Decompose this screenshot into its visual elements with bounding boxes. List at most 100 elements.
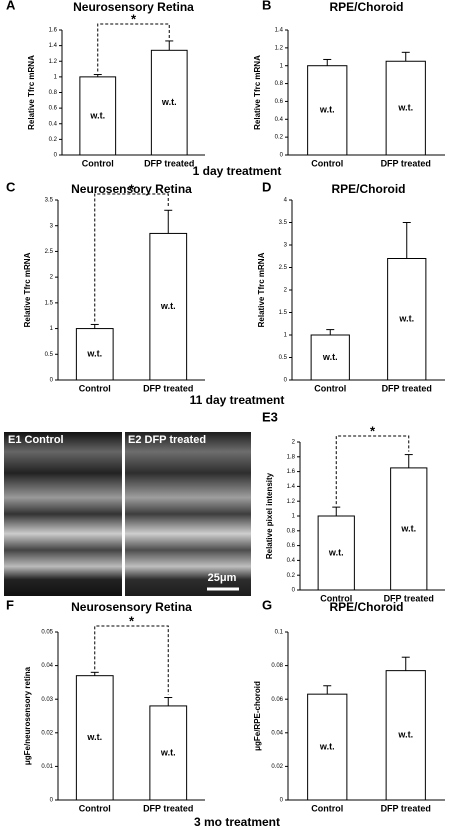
y-tick-label: 0.02 xyxy=(41,730,53,736)
chart-title: Neurosensory Retina xyxy=(73,0,194,14)
bar-label: w.t. xyxy=(86,349,102,359)
y-tick-label: 0 xyxy=(280,153,284,159)
y-tick-label: 0.5 xyxy=(279,355,288,361)
y-tick-label: 0.6 xyxy=(49,106,58,112)
bar xyxy=(79,76,117,156)
y-tick-label: 0.5 xyxy=(45,352,54,358)
x-tick-label: Control xyxy=(320,593,352,603)
y-tick-label: 1.2 xyxy=(49,59,58,65)
y-tick-label: 3 xyxy=(284,243,288,249)
x-tick-label: DFP treated xyxy=(381,158,431,168)
significance-bracket xyxy=(94,193,169,322)
y-tick-label: 1.6 xyxy=(287,469,296,475)
y-tick-label: 0.4 xyxy=(287,558,296,564)
y-tick-label: 0 xyxy=(50,378,54,384)
x-tick-label: Control xyxy=(311,158,343,168)
caption: 3 mo treatment xyxy=(194,815,280,829)
y-tick-label: 1.2 xyxy=(287,499,296,505)
scale-label: 25μm xyxy=(208,572,237,584)
y-tick-label: 2 xyxy=(50,275,54,281)
bar xyxy=(390,467,428,591)
bar-label: w.t. xyxy=(160,747,176,757)
y-tick-label: 1.5 xyxy=(279,310,288,316)
y-tick-label: 1.2 xyxy=(275,45,284,51)
y-tick-label: 0.6 xyxy=(275,99,284,105)
y-axis-label: Relative Tfrc mRNA xyxy=(253,55,262,130)
x-tick-label: DFP treated xyxy=(381,803,431,813)
x-tick-label: Control xyxy=(79,803,111,813)
bar-label: w.t. xyxy=(322,352,338,362)
y-tick-label: 1 xyxy=(292,514,296,520)
x-tick-label: Control xyxy=(311,803,343,813)
y-tick-label: 0.02 xyxy=(271,764,283,770)
y-tick-label: 1.4 xyxy=(275,28,284,34)
y-tick-label: 1.4 xyxy=(287,484,296,490)
bar xyxy=(307,693,348,801)
x-tick-label: DFP treated xyxy=(382,383,432,393)
y-tick-label: 0.2 xyxy=(275,135,284,141)
x-tick-label: Control xyxy=(82,158,114,168)
y-tick-label: 0 xyxy=(292,588,296,594)
bar-label: w.t. xyxy=(397,730,413,740)
panel-letter: C xyxy=(6,179,16,194)
y-tick-label: 1 xyxy=(284,333,288,339)
bar-label: w.t. xyxy=(319,741,335,751)
chart-title: RPE/Choroid xyxy=(330,600,404,614)
y-tick-label: 0.04 xyxy=(41,663,53,669)
y-tick-label: 0.8 xyxy=(49,90,58,96)
y-tick-label: 2 xyxy=(292,440,296,446)
y-tick-label: 0 xyxy=(280,798,284,804)
y-tick-label: 1 xyxy=(54,74,58,80)
x-tick-label: DFP treated xyxy=(143,383,193,393)
micrograph-label: E2 DFP treated xyxy=(128,434,206,446)
x-tick-label: DFP treated xyxy=(384,593,434,603)
y-tick-label: 2 xyxy=(284,288,288,294)
bar-label: w.t. xyxy=(319,105,335,115)
bar xyxy=(310,334,350,381)
y-tick-label: 0.6 xyxy=(287,543,296,549)
y-axis-label: Relative pixel intensity xyxy=(265,472,274,559)
y-tick-label: 0 xyxy=(54,153,58,159)
y-tick-label: 1.8 xyxy=(287,454,296,460)
bar-label: w.t. xyxy=(400,523,416,533)
y-tick-label: 0.1 xyxy=(275,630,284,636)
micrograph-control xyxy=(4,432,122,596)
bar-label: w.t. xyxy=(398,314,414,324)
y-axis-label: μgFe/RPE-choroid xyxy=(253,681,262,751)
bar-label: w.t. xyxy=(161,97,177,107)
chart-title: Neurosensory Retina xyxy=(71,600,192,614)
x-tick-label: DFP treated xyxy=(144,158,194,168)
panel-letter: A xyxy=(6,0,16,12)
y-tick-label: 2.5 xyxy=(45,249,54,255)
y-tick-label: 0.08 xyxy=(271,663,283,669)
significance-star: * xyxy=(370,423,376,438)
bar xyxy=(307,65,348,156)
y-axis-label: Relative Tfrc mRNA xyxy=(257,252,266,327)
panel-letter: F xyxy=(6,597,14,612)
significance-star: * xyxy=(129,613,135,628)
chart-title: RPE/Choroid xyxy=(330,0,404,14)
x-tick-label: DFP treated xyxy=(143,803,193,813)
chart-title: Neurosensory Retina xyxy=(71,182,192,196)
y-tick-label: 0.4 xyxy=(49,121,58,127)
bar xyxy=(75,675,114,801)
bar-label: w.t. xyxy=(397,103,413,113)
chart-title: RPE/Choroid xyxy=(332,182,406,196)
y-tick-label: 1.4 xyxy=(49,43,58,49)
caption: 11 day treatment xyxy=(190,393,285,407)
significance-star: * xyxy=(129,181,135,196)
panel-letter: D xyxy=(262,179,271,194)
micrograph-treated xyxy=(125,432,251,596)
y-axis-label: μgFe/neurosensory retina xyxy=(23,666,32,765)
y-tick-label: 0.2 xyxy=(287,573,296,579)
bar-label: w.t. xyxy=(160,301,176,311)
y-tick-label: 0.04 xyxy=(271,730,283,736)
significance-star: * xyxy=(131,11,137,26)
y-tick-label: 1 xyxy=(50,326,54,332)
bar-label: w.t. xyxy=(89,110,105,120)
micrograph-label: E1 Control xyxy=(8,434,64,446)
y-tick-label: 0.05 xyxy=(41,630,53,636)
y-tick-label: 0.03 xyxy=(41,697,53,703)
y-tick-label: 0.01 xyxy=(41,764,53,770)
